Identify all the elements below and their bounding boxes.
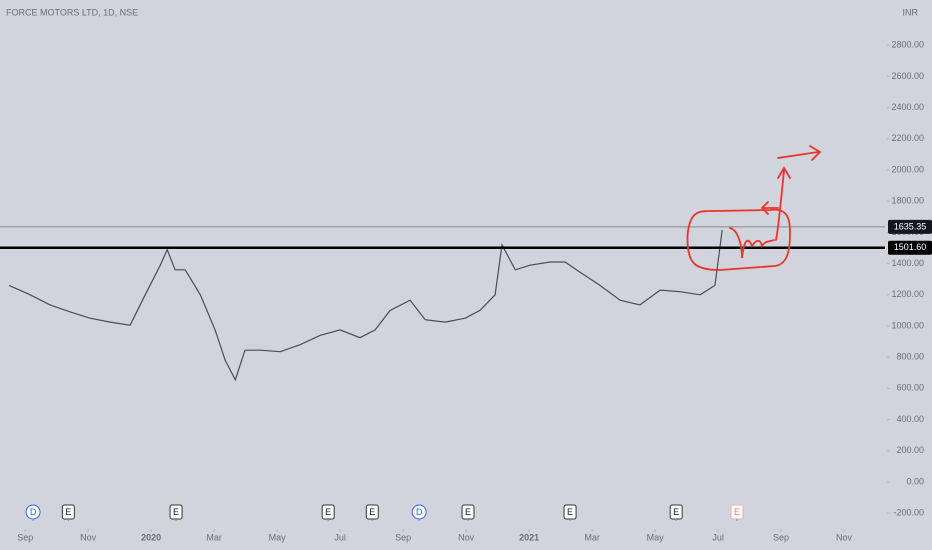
level-label: 1501.60 <box>894 242 927 252</box>
level-label: 1635.35 <box>894 221 927 231</box>
x-tick-label: Mar <box>584 532 600 542</box>
y-tick-label: 1200.00 <box>891 289 924 299</box>
event-label: E <box>173 507 179 517</box>
x-tick-label: May <box>647 532 665 542</box>
event-label: E <box>734 507 740 517</box>
x-tick-label: May <box>269 532 287 542</box>
annotation <box>686 145 822 271</box>
y-tick-label: 2400.00 <box>891 102 924 112</box>
chart-title: FORCE MOTORS LTD, 1D, NSE <box>6 7 138 17</box>
x-tick-label: Nov <box>80 532 97 542</box>
x-tick-label: Jul <box>334 532 346 542</box>
y-tick-label: 2200.00 <box>891 133 924 143</box>
y-tick-label: 1400.00 <box>891 258 924 268</box>
y-tick-label: 800.00 <box>896 352 924 362</box>
event-label: E <box>325 507 331 517</box>
y-tick-label: 1000.00 <box>891 320 924 330</box>
currency: INR <box>903 7 919 17</box>
level-badge <box>888 240 932 255</box>
event-label: E <box>369 507 375 517</box>
y-tick-label: 400.00 <box>896 414 924 424</box>
y-tick-label: 2800.00 <box>891 40 924 50</box>
x-tick-label: Mar <box>206 532 222 542</box>
y-tick-label: 2000.00 <box>891 164 924 174</box>
x-tick-label: 2021 <box>519 532 539 542</box>
x-tick-label: Nov <box>458 532 475 542</box>
level-badge <box>888 219 932 234</box>
x-tick-label: Nov <box>836 532 853 542</box>
y-tick-label: 200.00 <box>896 445 924 455</box>
event-label: D <box>30 507 37 517</box>
x-tick-label: 2020 <box>141 532 161 542</box>
y-tick-label: 600.00 <box>896 383 924 393</box>
event-label: E <box>65 507 71 517</box>
price-line <box>8 230 723 382</box>
y-tick-label: 1800.00 <box>891 196 924 206</box>
x-tick-label: Sep <box>773 532 789 542</box>
event-label: E <box>567 507 573 517</box>
x-tick-label: Sep <box>17 532 33 542</box>
x-tick-label: Sep <box>395 532 411 542</box>
event-label: E <box>465 507 471 517</box>
y-tick-label: -200.00 <box>893 508 924 518</box>
y-tick-label: 0.00 <box>906 476 924 486</box>
event-label: E <box>673 507 679 517</box>
y-tick-label: 2600.00 <box>891 71 924 81</box>
event-label: D <box>416 507 423 517</box>
x-tick-label: Jul <box>712 532 724 542</box>
